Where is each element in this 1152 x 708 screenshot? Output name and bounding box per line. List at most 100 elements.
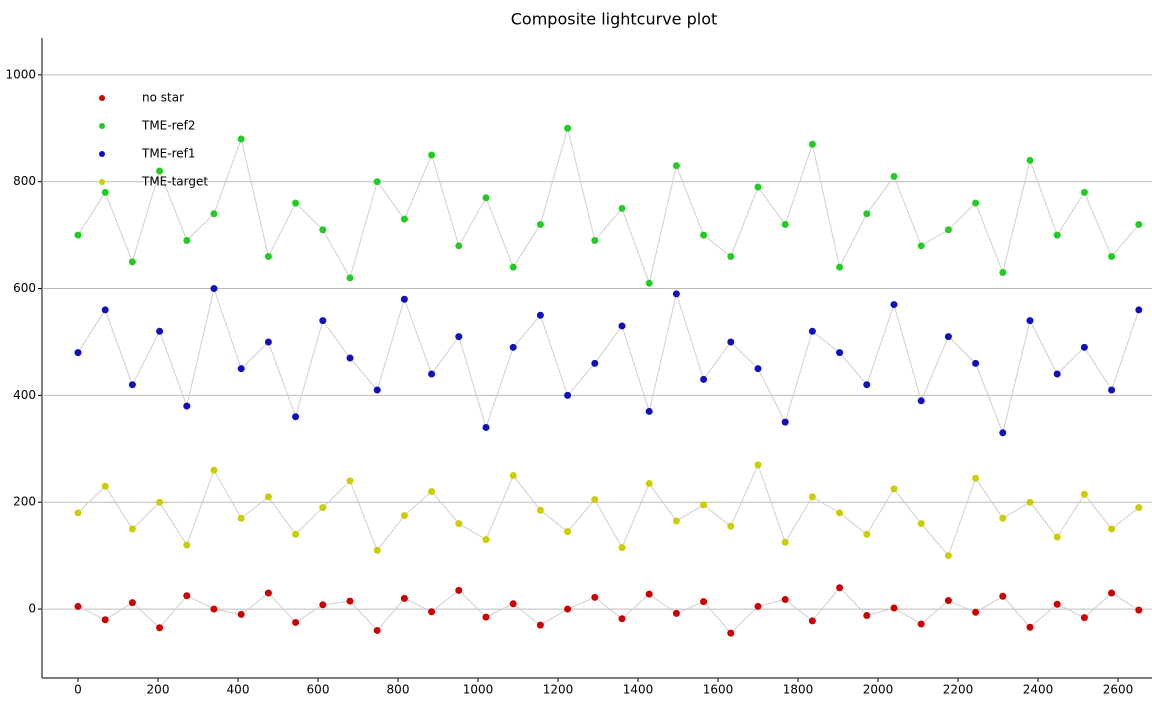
data-point <box>917 620 925 628</box>
y-tick-label: 200 <box>13 495 36 509</box>
data-point <box>972 608 980 616</box>
data-point <box>346 597 354 605</box>
data-point <box>264 252 272 260</box>
legend-label: TME-target <box>141 175 208 189</box>
data-point <box>400 594 408 602</box>
data-point <box>727 629 735 637</box>
data-point <box>74 231 82 239</box>
data-point <box>156 167 164 175</box>
data-point <box>74 509 82 517</box>
data-point <box>346 354 354 362</box>
data-point <box>591 496 599 504</box>
x-tick-label: 2600 <box>1103 683 1134 697</box>
data-point <box>455 242 463 250</box>
data-point <box>156 624 164 632</box>
series-line <box>77 126 1140 285</box>
data-point <box>156 327 164 335</box>
data-point <box>917 242 925 250</box>
data-point <box>264 338 272 346</box>
data-point <box>890 485 898 493</box>
data-point <box>509 472 517 480</box>
data-point <box>564 391 572 399</box>
data-point <box>264 493 272 501</box>
data-point <box>237 365 245 373</box>
data-point <box>672 290 680 298</box>
data-point <box>727 338 735 346</box>
data-point <box>591 593 599 601</box>
data-point <box>373 178 381 186</box>
data-point <box>237 610 245 618</box>
data-point <box>1108 252 1116 260</box>
data-point <box>428 151 436 159</box>
data-point <box>944 333 952 341</box>
data-point <box>536 621 544 629</box>
data-point <box>836 584 844 592</box>
data-point <box>808 327 816 335</box>
data-point <box>210 466 218 474</box>
data-point <box>292 413 300 421</box>
data-point <box>917 520 925 528</box>
x-tick-label: 600 <box>307 683 330 697</box>
data-point <box>754 461 762 469</box>
data-point <box>564 605 572 613</box>
data-point <box>373 546 381 554</box>
data-point <box>618 204 626 212</box>
data-point <box>863 530 871 538</box>
data-point <box>1026 317 1034 325</box>
data-point <box>183 402 191 410</box>
data-point <box>781 418 789 426</box>
data-point <box>319 601 327 609</box>
data-point <box>700 598 708 606</box>
data-point <box>1135 606 1143 614</box>
data-point <box>944 226 952 234</box>
data-point <box>781 220 789 228</box>
data-point <box>591 236 599 244</box>
data-point <box>455 333 463 341</box>
x-tick-label: 1800 <box>783 683 814 697</box>
data-point <box>319 504 327 512</box>
x-tick-label: 1200 <box>543 683 574 697</box>
data-point <box>128 258 136 266</box>
data-point <box>564 528 572 536</box>
data-point <box>645 407 653 415</box>
data-point <box>808 140 816 148</box>
data-point <box>1053 600 1061 608</box>
series-line <box>77 286 1140 435</box>
data-point <box>863 381 871 389</box>
data-point <box>1135 220 1143 228</box>
data-point <box>890 172 898 180</box>
data-point <box>972 474 980 482</box>
data-point <box>101 188 109 196</box>
data-point <box>972 359 980 367</box>
data-point <box>1026 498 1034 506</box>
data-point <box>210 605 218 613</box>
data-point <box>917 397 925 405</box>
x-tick-label: 1400 <box>623 683 654 697</box>
data-point <box>74 602 82 610</box>
series-line <box>77 463 1140 557</box>
data-point <box>183 236 191 244</box>
y-tick-label: 0 <box>28 602 36 616</box>
data-point <box>428 608 436 616</box>
data-point <box>781 538 789 546</box>
data-point <box>319 226 327 234</box>
data-point <box>509 263 517 271</box>
y-tick-label: 800 <box>13 174 36 188</box>
data-point <box>183 541 191 549</box>
data-point <box>836 263 844 271</box>
data-point <box>482 194 490 202</box>
data-point <box>645 480 653 488</box>
x-tick-label: 2400 <box>1023 683 1054 697</box>
data-point <box>101 306 109 314</box>
data-point <box>700 501 708 509</box>
data-point <box>645 279 653 287</box>
data-point <box>428 370 436 378</box>
data-point <box>999 514 1007 522</box>
data-point <box>536 506 544 514</box>
data-point <box>346 477 354 485</box>
legend-marker <box>99 179 105 185</box>
data-point <box>591 359 599 367</box>
data-point <box>1053 370 1061 378</box>
legend-label: TME-ref1 <box>141 147 196 161</box>
data-point <box>128 381 136 389</box>
